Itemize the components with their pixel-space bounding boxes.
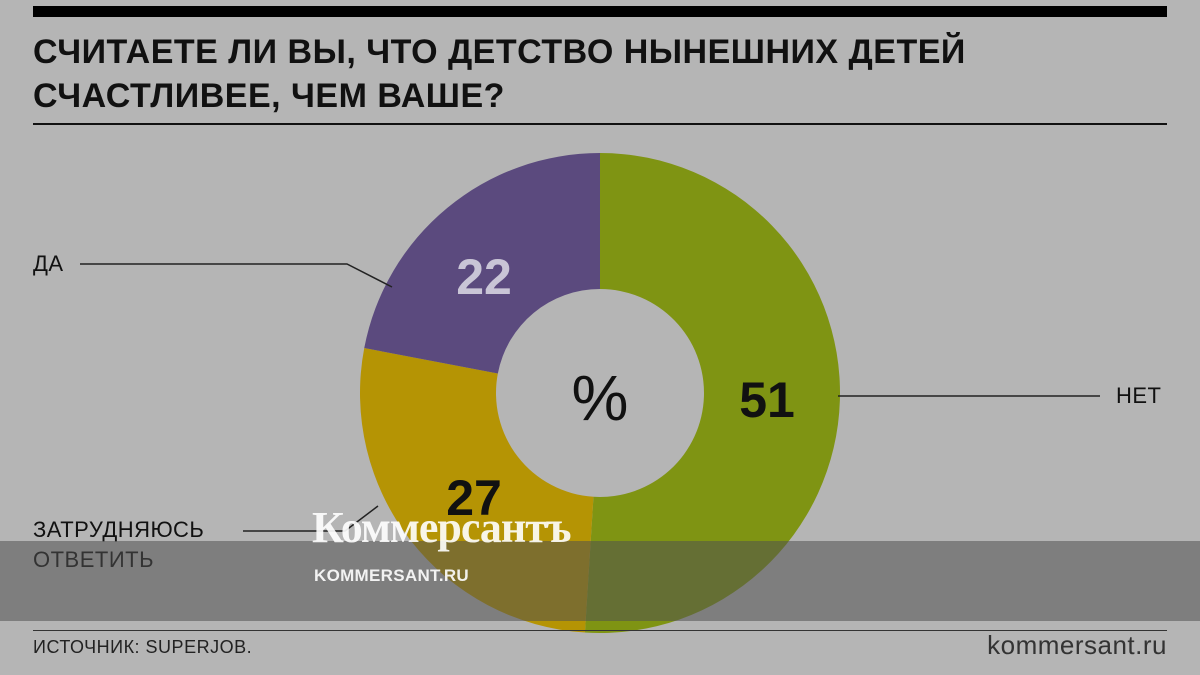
site-link[interactable]: kommersant.ru [987, 630, 1167, 660]
legend-label-da: ДА [33, 251, 64, 276]
slice-3 [364, 153, 600, 374]
watermark-url: KOMMERSANT.RU [314, 566, 470, 585]
bottom-rule [33, 630, 1167, 631]
legend-label-net: НЕТ [1116, 383, 1162, 408]
source-note: ИСТОЧНИК: SUPERJOB. [33, 637, 253, 657]
value-label-net: 51 [739, 372, 795, 428]
value-label-da: 22 [456, 249, 512, 305]
title-line-2: СЧАСТЛИВЕЕ, ЧЕМ ВАШЕ? [33, 77, 505, 115]
center-percent: % [572, 362, 629, 434]
watermark-logo: Коммерсантъ [312, 503, 571, 552]
leader-line-zatrud [243, 505, 379, 532]
title-line-1: СЧИТАЕТЕ ЛИ ВЫ, ЧТО ДЕТСТВО НЫНЕШНИХ ДЕТ… [33, 33, 966, 71]
leader-line-da [80, 263, 393, 288]
top-rule [33, 6, 1167, 17]
title-rule [33, 123, 1167, 125]
value-label-zatrud: 27 [446, 470, 502, 526]
slice-1 [584, 153, 840, 633]
watermark-band [0, 541, 1200, 621]
chart-title: СЧИТАЕТЕ ЛИ ВЫ, ЧТО ДЕТСТВО НЫНЕШНИХ ДЕТ… [33, 30, 1033, 118]
